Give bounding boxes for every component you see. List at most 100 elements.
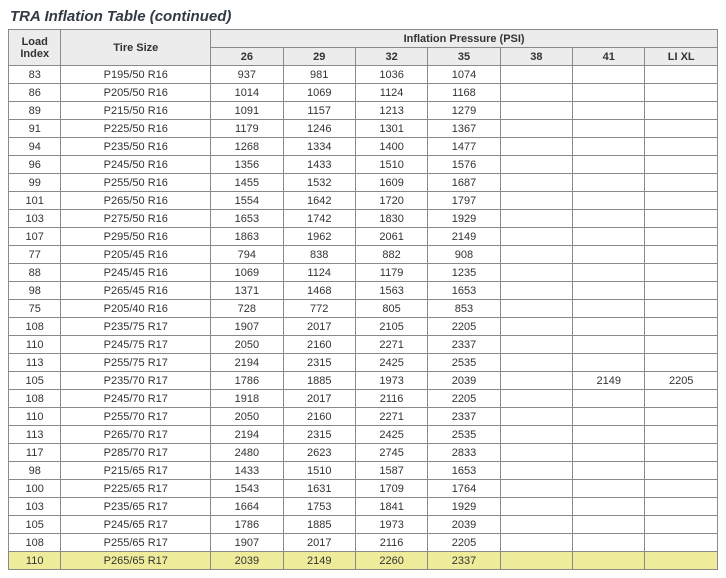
- cell-value: [645, 318, 718, 336]
- cell-value: 2105: [355, 318, 427, 336]
- cell-load-index: 91: [9, 120, 61, 138]
- cell-value: [500, 138, 572, 156]
- cell-value: [573, 534, 645, 552]
- cell-value: 1213: [355, 102, 427, 120]
- table-row: 94P235/50 R161268133414001477: [9, 138, 718, 156]
- cell-value: [645, 174, 718, 192]
- cell-load-index: 99: [9, 174, 61, 192]
- cell-value: 1157: [283, 102, 355, 120]
- cell-value: [573, 408, 645, 426]
- cell-value: 1885: [283, 516, 355, 534]
- cell-value: [645, 408, 718, 426]
- cell-value: 1268: [211, 138, 283, 156]
- header-psi-col: 41: [573, 48, 645, 66]
- cell-value: 1929: [428, 210, 500, 228]
- cell-value: [500, 408, 572, 426]
- cell-load-index: 103: [9, 210, 61, 228]
- cell-value: 1653: [428, 462, 500, 480]
- cell-value: [500, 264, 572, 282]
- cell-value: [500, 480, 572, 498]
- cell-value: [500, 174, 572, 192]
- cell-value: 2149: [428, 228, 500, 246]
- cell-value: 2017: [283, 318, 355, 336]
- cell-load-index: 75: [9, 300, 61, 318]
- cell-value: 1179: [355, 264, 427, 282]
- cell-value: 1510: [283, 462, 355, 480]
- cell-value: 1179: [211, 120, 283, 138]
- cell-value: 1477: [428, 138, 500, 156]
- cell-value: [573, 264, 645, 282]
- table-row: 108P255/65 R171907201721162205: [9, 534, 718, 552]
- cell-value: 1014: [211, 84, 283, 102]
- cell-value: [645, 66, 718, 84]
- cell-value: 2149: [573, 372, 645, 390]
- cell-load-index: 88: [9, 264, 61, 282]
- cell-value: [573, 192, 645, 210]
- cell-tire-size: P265/45 R16: [61, 282, 211, 300]
- cell-value: 2205: [428, 534, 500, 552]
- cell-value: 1786: [211, 516, 283, 534]
- cell-tire-size: P235/65 R17: [61, 498, 211, 516]
- cell-value: 1532: [283, 174, 355, 192]
- cell-value: 2425: [355, 426, 427, 444]
- cell-value: 2050: [211, 408, 283, 426]
- cell-value: 1973: [355, 516, 427, 534]
- cell-value: 1709: [355, 480, 427, 498]
- cell-load-index: 101: [9, 192, 61, 210]
- cell-value: [645, 300, 718, 318]
- table-row: 99P255/50 R161455153216091687: [9, 174, 718, 192]
- cell-value: 937: [211, 66, 283, 84]
- cell-value: 1587: [355, 462, 427, 480]
- cell-load-index: 103: [9, 498, 61, 516]
- cell-value: 2194: [211, 426, 283, 444]
- cell-value: [500, 552, 572, 570]
- cell-tire-size: P245/50 R16: [61, 156, 211, 174]
- cell-value: 2061: [355, 228, 427, 246]
- cell-load-index: 89: [9, 102, 61, 120]
- table-row: 110P265/65 R172039214922602337: [9, 552, 718, 570]
- table-row: 77P205/45 R16794838882908: [9, 246, 718, 264]
- cell-value: [573, 444, 645, 462]
- cell-value: 1576: [428, 156, 500, 174]
- cell-value: 2833: [428, 444, 500, 462]
- cell-value: [573, 300, 645, 318]
- cell-value: [645, 498, 718, 516]
- table-row: 110P255/70 R172050216022712337: [9, 408, 718, 426]
- cell-value: 1929: [428, 498, 500, 516]
- cell-value: 1841: [355, 498, 427, 516]
- cell-value: [500, 210, 572, 228]
- cell-value: 2149: [283, 552, 355, 570]
- cell-tire-size: P255/70 R17: [61, 408, 211, 426]
- cell-load-index: 105: [9, 516, 61, 534]
- table-row: 103P275/50 R161653174218301929: [9, 210, 718, 228]
- cell-value: [500, 246, 572, 264]
- cell-value: 1069: [283, 84, 355, 102]
- cell-value: [500, 300, 572, 318]
- cell-value: [573, 390, 645, 408]
- cell-value: 1973: [355, 372, 427, 390]
- cell-value: 2050: [211, 336, 283, 354]
- table-row: 117P285/70 R172480262327452833: [9, 444, 718, 462]
- cell-value: 1468: [283, 282, 355, 300]
- cell-load-index: 100: [9, 480, 61, 498]
- cell-value: 2194: [211, 354, 283, 372]
- cell-value: 1074: [428, 66, 500, 84]
- header-load-index: Load Index: [9, 30, 61, 66]
- cell-load-index: 108: [9, 318, 61, 336]
- cell-value: 805: [355, 300, 427, 318]
- cell-value: [573, 228, 645, 246]
- table-row: 113P255/75 R172194231524252535: [9, 354, 718, 372]
- header-psi-col: 29: [283, 48, 355, 66]
- cell-value: 1279: [428, 102, 500, 120]
- header-tire-size: Tire Size: [61, 30, 211, 66]
- table-row: 83P195/50 R1693798110361074: [9, 66, 718, 84]
- cell-value: [573, 354, 645, 372]
- cell-value: [645, 102, 718, 120]
- table-title: TRA Inflation Table (continued): [8, 8, 718, 25]
- cell-value: 1091: [211, 102, 283, 120]
- cell-value: [573, 318, 645, 336]
- cell-value: 2535: [428, 426, 500, 444]
- table-row: 108P245/70 R171918201721162205: [9, 390, 718, 408]
- cell-value: 1433: [211, 462, 283, 480]
- cell-value: [573, 66, 645, 84]
